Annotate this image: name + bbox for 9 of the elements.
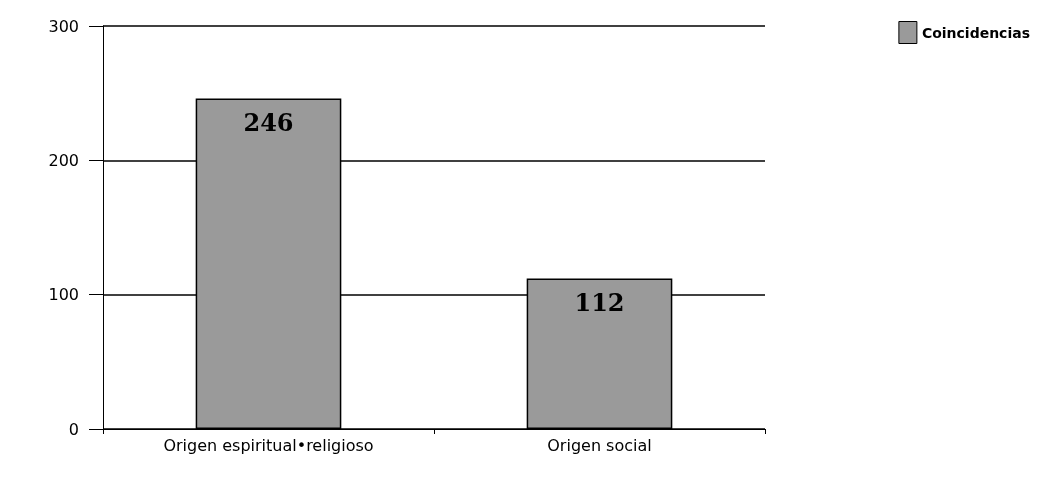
y-tick-label: 0 (68, 419, 79, 439)
data-label: 246 (243, 108, 294, 138)
y-tick-label: 300 (48, 16, 79, 36)
y-tick-label: 100 (48, 285, 79, 305)
x-tick-label: Origen espiritual•religioso (163, 435, 374, 455)
data-label: 112 (574, 288, 625, 318)
legend-label: Coincidencias (921, 24, 1031, 41)
x-tick-label: Origen social (547, 435, 652, 455)
y-tick-label: 200 (48, 150, 79, 170)
